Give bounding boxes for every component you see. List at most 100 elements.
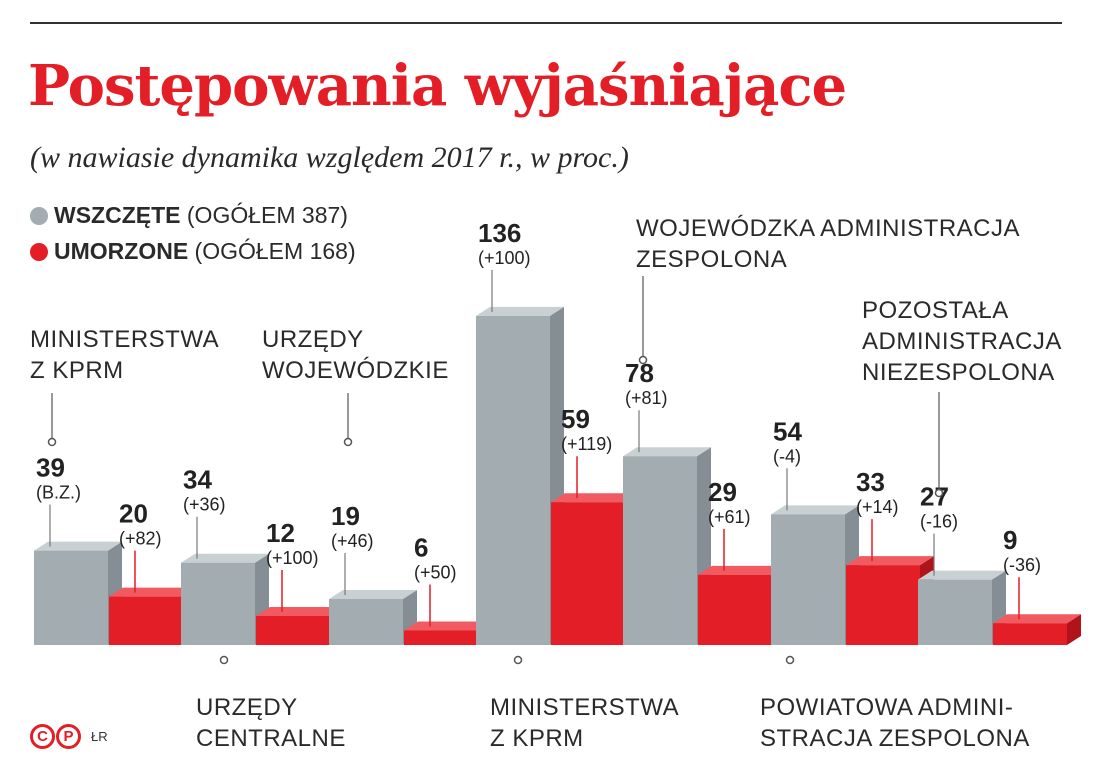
category-label-line: NIEZESPOLONA bbox=[862, 359, 1055, 386]
change-label-umorzone-1: (+100) bbox=[266, 548, 319, 568]
category-label-line: Z KPRM bbox=[490, 725, 584, 752]
bar-wszczete-3-top bbox=[476, 306, 564, 316]
bar-wszczete-5-top bbox=[771, 505, 859, 515]
legend-red-dot bbox=[30, 243, 48, 261]
bar-umorzone-1-front bbox=[256, 615, 330, 645]
bar-wszczete-1-front bbox=[181, 562, 255, 645]
change-label-umorzone-3: (+119) bbox=[561, 434, 612, 454]
bar-wszczete-2-front bbox=[329, 599, 403, 645]
bar-umorzone-5-front bbox=[846, 565, 920, 645]
change-label-umorzone-2: (+50) bbox=[414, 562, 457, 582]
bar-umorzone-6-side bbox=[1067, 614, 1081, 645]
bar-umorzone-5-top bbox=[846, 556, 934, 566]
change-label-umorzone-0: (+82) bbox=[119, 529, 162, 549]
category-label-3: MINISTERSTWA Z KPRM bbox=[490, 694, 679, 752]
chart-subtitle: (w nawiasie dynamika względem 2017 r., w… bbox=[30, 141, 629, 174]
bar-umorzone-0-top bbox=[109, 587, 197, 597]
bar-umorzone-1-top bbox=[256, 606, 344, 616]
change-label-wszczete-4: (+81) bbox=[625, 388, 668, 408]
value-label-umorzone-5: 33 bbox=[856, 467, 885, 497]
bar-wszczete-3-front bbox=[476, 315, 550, 645]
bar-umorzone-2-top bbox=[404, 621, 492, 631]
chart-title: Postępowania wyjaśniające bbox=[28, 53, 847, 119]
change-label-umorzone-5: (+14) bbox=[856, 497, 899, 517]
bar-wszczete-5 bbox=[771, 505, 859, 645]
bar-wszczete-4-front bbox=[623, 456, 697, 645]
value-label-umorzone-6: 9 bbox=[1003, 525, 1017, 555]
category-label-line: MINISTERSTWA bbox=[490, 694, 679, 721]
change-label-wszczete-5: (-4) bbox=[773, 446, 801, 466]
bar-umorzone-3-top bbox=[551, 493, 639, 503]
legend-wszczete-label: WSZCZĘTE bbox=[54, 202, 181, 228]
value-label-wszczete-1: 34 bbox=[183, 465, 212, 495]
bar-wszczete-2 bbox=[329, 590, 417, 645]
value-label-wszczete-0: 39 bbox=[36, 453, 65, 483]
value-label-umorzone-1: 12 bbox=[266, 518, 295, 548]
value-label-wszczete-5: 54 bbox=[773, 416, 802, 446]
bar-wszczete-4-top bbox=[623, 447, 711, 457]
change-label-umorzone-6: (-36) bbox=[1003, 555, 1041, 575]
category-dot-2 bbox=[343, 437, 353, 447]
category-label-1: URZĘDY CENTRALNE bbox=[196, 694, 346, 752]
category-label-5: POWIATOWA ADMINI- STRACJA ZESPOLONA bbox=[760, 694, 1030, 752]
category-dot-6 bbox=[934, 488, 944, 498]
legend-gray-dot bbox=[30, 207, 48, 225]
value-label-umorzone-3: 59 bbox=[561, 404, 590, 434]
bar-wszczete-6-top bbox=[918, 570, 1006, 580]
category-label-line: POZOSTAŁA bbox=[862, 297, 1009, 324]
bar-umorzone-4-top bbox=[698, 565, 786, 575]
change-label-wszczete-1: (+36) bbox=[183, 495, 226, 515]
category-label-6: POZOSTAŁA ADMINISTRACJA NIEZESPOLONA bbox=[862, 297, 1062, 386]
category-dot-1 bbox=[219, 655, 229, 665]
bar-umorzone-3-front bbox=[551, 502, 625, 645]
change-label-wszczete-0: (B.Z.) bbox=[36, 483, 81, 503]
cp-logo-p: P bbox=[56, 724, 81, 749]
bar-umorzone-2-front bbox=[404, 630, 478, 645]
bar-wszczete-0 bbox=[34, 541, 122, 645]
bar-umorzone-4-front bbox=[698, 574, 772, 645]
bar-wszczete-0-front bbox=[34, 550, 108, 645]
value-label-wszczete-4: 78 bbox=[625, 358, 654, 388]
legend-wszczete-total: (OGÓŁEM 387) bbox=[180, 202, 348, 228]
category-label-line: MINISTERSTWA bbox=[30, 326, 219, 353]
bar-wszczete-1-top bbox=[181, 553, 269, 563]
legend-umorzone-label: UMORZONE bbox=[54, 238, 189, 264]
bar-umorzone-6-top bbox=[993, 614, 1081, 624]
legend-umorzone-total: (OGÓŁEM 168) bbox=[188, 238, 356, 264]
change-label-umorzone-4: (+61) bbox=[708, 507, 751, 527]
category-dot-5 bbox=[785, 655, 795, 665]
bar-umorzone-6 bbox=[993, 614, 1081, 645]
bar-wszczete-5-front bbox=[771, 514, 845, 645]
value-label-wszczete-6: 27 bbox=[920, 482, 949, 512]
category-label-line: ADMINISTRACJA bbox=[862, 328, 1062, 355]
category-label-4: WOJEWÓDZKA ADMINISTRACJA ZESPOLONA bbox=[636, 215, 1020, 273]
category-label-0: MINISTERSTWA Z KPRM bbox=[30, 326, 219, 384]
category-label-line: URZĘDY bbox=[262, 326, 364, 353]
category-dot-3 bbox=[513, 655, 523, 665]
category-label-line: ZESPOLONA bbox=[636, 246, 787, 273]
bar-umorzone-0-front bbox=[109, 596, 183, 645]
category-label-line: URZĘDY bbox=[196, 694, 298, 721]
value-label-umorzone-4: 29 bbox=[708, 477, 737, 507]
bar-umorzone-6-front bbox=[993, 623, 1067, 645]
bar-wszczete-6-front bbox=[918, 579, 992, 645]
value-label-wszczete-3: 136 bbox=[478, 218, 521, 248]
value-label-wszczete-2: 19 bbox=[331, 501, 360, 531]
bar-wszczete-0-top bbox=[34, 541, 122, 551]
category-label-line: POWIATOWA ADMINI- bbox=[760, 694, 1013, 721]
category-dot-4 bbox=[638, 355, 648, 365]
category-label-line: WOJEWÓDZKIE bbox=[262, 357, 449, 384]
top-rule bbox=[30, 22, 1062, 24]
bar-wszczete-3 bbox=[476, 306, 564, 645]
change-label-wszczete-6: (-16) bbox=[920, 512, 958, 532]
category-label-line: STRACJA ZESPOLONA bbox=[760, 725, 1030, 752]
category-label-line: CENTRALNE bbox=[196, 725, 346, 752]
value-label-umorzone-2: 6 bbox=[414, 532, 428, 562]
bar-wszczete-1 bbox=[181, 553, 269, 645]
category-label-line: WOJEWÓDZKA ADMINISTRACJA bbox=[636, 215, 1020, 242]
category-dot-0 bbox=[47, 437, 57, 447]
bar-wszczete-4 bbox=[623, 447, 711, 645]
